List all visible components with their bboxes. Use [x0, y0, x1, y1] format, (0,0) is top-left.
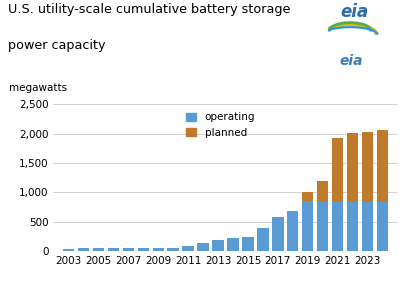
Bar	[63, 249, 74, 251]
Bar	[152, 248, 163, 251]
Bar	[272, 217, 283, 251]
Bar	[317, 180, 328, 202]
Bar	[376, 202, 387, 251]
Text: power capacity: power capacity	[8, 39, 106, 52]
Bar	[346, 133, 357, 202]
Bar	[376, 129, 387, 202]
Bar	[197, 243, 208, 251]
Legend: operating, planned: operating, planned	[186, 113, 254, 138]
Bar	[301, 192, 313, 201]
Text: U.S. utility-scale cumulative battery storage: U.S. utility-scale cumulative battery st…	[8, 3, 290, 16]
Text: eia: eia	[339, 3, 368, 21]
Bar	[361, 133, 373, 202]
Bar	[317, 202, 328, 251]
Bar	[77, 248, 89, 251]
Bar	[227, 238, 238, 251]
Bar	[301, 201, 313, 251]
Bar	[182, 246, 193, 251]
Bar	[242, 237, 253, 251]
Text: eia: eia	[338, 54, 362, 68]
Bar	[107, 248, 119, 251]
Bar	[346, 202, 357, 251]
Text: megawatts: megawatts	[9, 83, 67, 92]
Bar	[92, 248, 103, 251]
Bar	[331, 202, 343, 251]
Bar	[167, 248, 178, 251]
Bar	[257, 228, 268, 251]
Bar	[137, 248, 148, 251]
Bar	[287, 211, 298, 251]
Bar	[361, 202, 373, 251]
Bar	[331, 138, 343, 202]
Bar	[122, 248, 133, 251]
Bar	[212, 240, 223, 251]
